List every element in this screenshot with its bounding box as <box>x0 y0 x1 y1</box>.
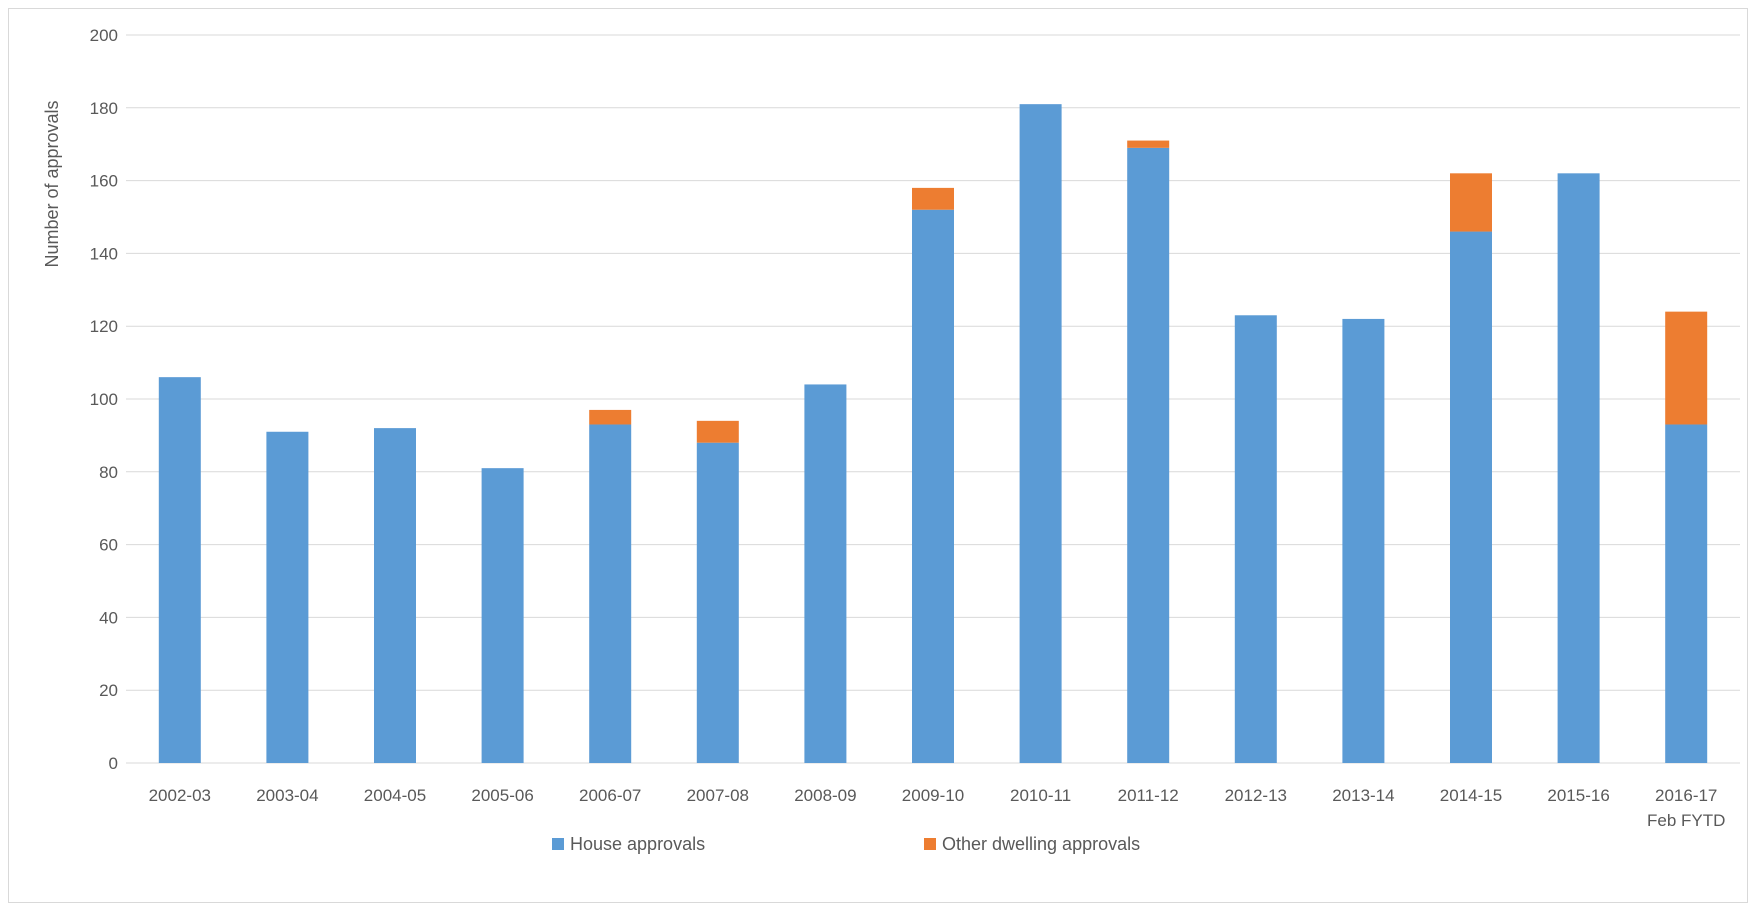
x-tick-label: 2002-03 <box>149 786 211 805</box>
house-approvals-bar <box>158 377 201 763</box>
other-dwelling-approvals-bar <box>1450 173 1492 232</box>
legend-label-other: Other dwelling approvals <box>942 834 1140 854</box>
house-approvals-bar <box>589 424 632 763</box>
y-tick-label: 80 <box>99 463 118 482</box>
x-tick-label: 2007-08 <box>687 786 749 805</box>
bars <box>158 104 1708 764</box>
house-approvals-bar <box>1234 315 1277 763</box>
x-tick-label: 2010-11 <box>1010 786 1071 805</box>
y-axis-title: Number of approvals <box>42 100 62 267</box>
y-tick-label: 60 <box>99 536 118 555</box>
x-tick-label: 2015-16 <box>1547 786 1609 805</box>
house-approvals-bar <box>1450 231 1492 763</box>
x-tick-label: 2012-13 <box>1225 786 1287 805</box>
x-tick-label: 2006-07 <box>579 786 641 805</box>
x-tick-label: 2016-17 <box>1655 786 1717 805</box>
legend-swatch-house <box>552 838 564 850</box>
house-approvals-bar <box>1557 173 1600 763</box>
x-tick-label: 2004-05 <box>364 786 426 805</box>
house-approvals-bar <box>374 428 416 763</box>
other-dwelling-approvals-bar <box>696 420 739 443</box>
other-dwelling-approvals-bar <box>1665 311 1708 425</box>
house-approvals-bar <box>481 468 524 763</box>
x-tick-label: 2009-10 <box>902 786 964 805</box>
x-tick-label: 2005-06 <box>471 786 533 805</box>
house-approvals-bar <box>266 431 309 763</box>
x-axis-tick-labels: 2002-03 2003-04 2004-05 2005-06 2006-07 2007-… <box>149 786 1726 830</box>
y-tick-label: 180 <box>90 99 118 118</box>
y-tick-label: 20 <box>99 681 118 700</box>
y-axis-tick-labels: 0 20 40 60 80 100 120 140 160 180 200 <box>90 26 118 773</box>
legend-label-house: House approvals <box>570 834 705 854</box>
y-tick-label: 200 <box>90 26 118 45</box>
house-approvals-bar <box>804 384 847 763</box>
other-dwelling-approvals-bar <box>912 187 954 210</box>
house-approvals-bar <box>1019 104 1062 763</box>
x-tick-label: 2013-14 <box>1332 786 1394 805</box>
house-approvals-bar <box>1665 424 1708 763</box>
house-approvals-bar <box>912 209 954 764</box>
legend: House approvals Other dwelling approvals <box>552 834 1140 854</box>
y-tick-label: 160 <box>90 172 118 191</box>
x-tick-label: 2008-09 <box>794 786 856 805</box>
y-tick-label: 0 <box>109 754 118 773</box>
x-tick-label: 2011-12 <box>1118 786 1179 805</box>
house-approvals-bar <box>696 442 739 763</box>
house-approvals-bar <box>1127 147 1170 764</box>
x-tick-label: 2014-15 <box>1440 786 1502 805</box>
y-tick-label: 140 <box>90 244 118 263</box>
other-dwelling-approvals-bar <box>589 409 632 425</box>
legend-swatch-other <box>924 838 936 850</box>
x-tick-label: 2003-04 <box>256 786 318 805</box>
y-tick-label: 40 <box>99 608 118 627</box>
y-tick-label: 100 <box>90 390 118 409</box>
x-tick-label: Feb FYTD <box>1647 811 1725 830</box>
house-approvals-bar <box>1342 318 1385 763</box>
y-tick-label: 120 <box>90 317 118 336</box>
other-dwelling-approvals-bar <box>1127 140 1170 148</box>
